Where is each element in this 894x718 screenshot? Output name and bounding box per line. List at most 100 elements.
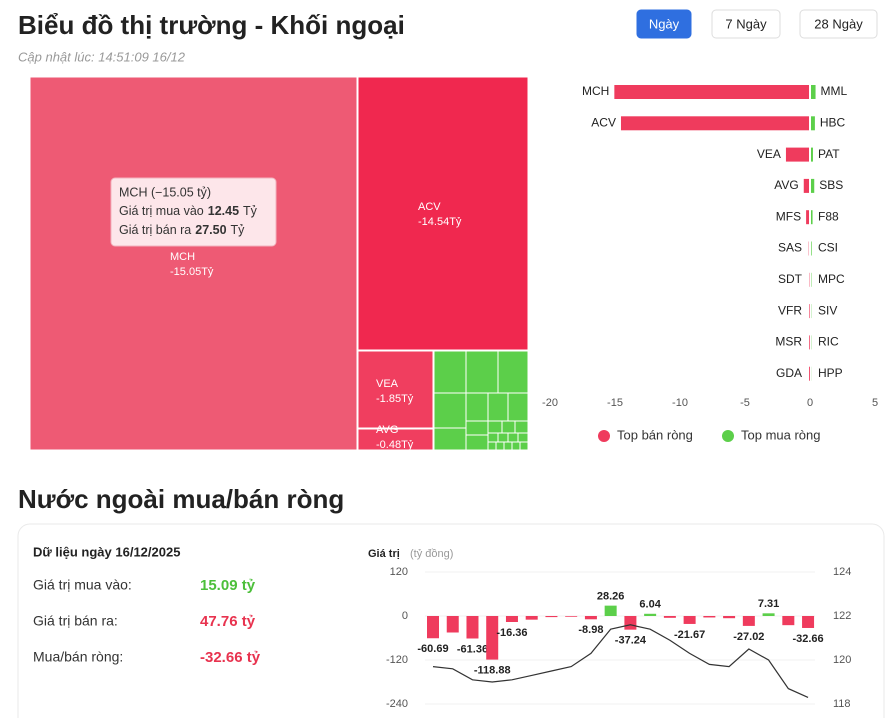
bar-label: F88 — [818, 209, 839, 223]
bar — [723, 616, 736, 619]
bar — [811, 147, 813, 162]
y-axis-unit: (tỷ đồng) — [410, 548, 453, 560]
bar — [806, 210, 809, 225]
bar — [545, 616, 558, 618]
y2-tick-label: 118 — [833, 698, 851, 710]
bar — [620, 116, 809, 131]
bar-label: MPC — [818, 272, 845, 286]
treemap-others — [433, 350, 529, 451]
summary-label: Giá trị mua vào: — [33, 577, 132, 593]
value-label: 7.31 — [758, 598, 779, 610]
page-title: Biểu đồ thị trường - Khối ngoại — [18, 10, 405, 40]
bar — [525, 616, 538, 620]
y2-tick-label: 122 — [833, 610, 851, 622]
tooltip-part: 27.50 — [195, 223, 226, 237]
summary-value: -32.66 tỷ — [200, 649, 261, 666]
legend-label: Top bán ròng — [617, 427, 693, 442]
bar — [614, 85, 809, 99]
legend-swatch — [598, 430, 610, 442]
treemap-cell — [29, 76, 358, 451]
bar — [505, 616, 518, 622]
period-button[interactable] — [799, 9, 878, 39]
cell-label: VEA — [376, 378, 399, 390]
value-label: -61.36 — [457, 643, 488, 655]
x-tick-label: -20 — [542, 397, 558, 409]
period-button-label[interactable]: Ngày — [649, 16, 680, 31]
bar-label: MSR — [775, 335, 802, 349]
value-label: -32.66 — [792, 633, 823, 645]
bar — [663, 616, 676, 618]
bar — [446, 616, 459, 633]
bar — [811, 85, 816, 99]
bar — [811, 116, 815, 131]
bar — [624, 616, 637, 630]
treemap-cell — [357, 76, 529, 351]
bar-label: RIC — [818, 335, 839, 349]
summary-label: Mua/bán ròng: — [33, 649, 123, 665]
x-tick-label: -5 — [740, 397, 750, 409]
bar-label: ACV — [591, 115, 616, 129]
bar-label: PAT — [818, 147, 840, 161]
bar — [427, 616, 439, 639]
bar-label: MML — [821, 84, 848, 98]
bar — [782, 616, 795, 626]
bar-label: SDT — [778, 272, 803, 286]
bar-label: AVG — [774, 178, 798, 192]
value-label: -21.67 — [674, 629, 705, 641]
treemap-cell — [357, 350, 434, 429]
period-button-label[interactable]: 7 Ngày — [725, 16, 767, 31]
cell-value: -14.54Tỷ — [418, 216, 462, 228]
summary-value: 47.76 tỷ — [200, 613, 256, 630]
y-tick-label: -120 — [386, 654, 408, 666]
summary-title: Dữ liệu ngày 16/12/2025 — [33, 544, 180, 559]
value-label: -16.36 — [496, 627, 527, 639]
value-label: -118.88 — [474, 664, 511, 676]
bar-label: HPP — [818, 366, 843, 380]
bar-label: HBC — [820, 115, 846, 129]
bar — [644, 613, 657, 616]
x-tick-label: 5 — [872, 397, 878, 409]
bar-label: VFR — [778, 303, 802, 317]
tooltip-line: Giá trị bán ra 27.50 Tỷ — [119, 223, 245, 237]
tooltip-part: Giá trị bán ra — [119, 223, 191, 237]
cell-label: AVG — [376, 424, 398, 436]
tooltip-part: 12.45 — [208, 204, 239, 218]
value-label: -8.98 — [578, 624, 603, 636]
y-tick-label: 0 — [402, 610, 408, 622]
value-label: -27.02 — [733, 631, 764, 643]
value-label: -60.69 — [417, 643, 448, 655]
period-button[interactable] — [711, 9, 781, 39]
value-label: 6.04 — [639, 599, 661, 611]
bar-label: GDA — [776, 366, 802, 380]
bar — [803, 178, 809, 193]
period-button[interactable] — [636, 9, 692, 39]
bar-label: CSI — [818, 241, 838, 255]
bar-label: SAS — [778, 241, 802, 255]
y-axis-label: Giá trị — [368, 548, 400, 560]
cell-label: ACV — [418, 201, 441, 213]
bar — [703, 616, 716, 618]
legend-label: Top mua ròng — [741, 427, 821, 442]
bar-label: SBS — [819, 178, 843, 192]
cell-value: -1.85Tỷ — [376, 393, 414, 405]
y-tick-label: -240 — [386, 698, 408, 710]
bar-label: MCH — [582, 84, 609, 98]
bar — [584, 616, 597, 620]
bar — [809, 304, 810, 319]
value-label: -37.24 — [615, 635, 647, 647]
tooltip-part: Giá trị mua vào — [119, 204, 204, 218]
tooltip — [110, 177, 277, 247]
period-button-label[interactable]: 28 Ngày — [814, 16, 863, 31]
line — [432, 624, 809, 698]
bar — [466, 616, 479, 639]
bar — [811, 241, 812, 256]
bar — [604, 605, 617, 616]
tooltip-line: Giá trị mua vào 12.45 Tỷ — [119, 204, 258, 218]
bar — [742, 616, 755, 626]
value-label: 28.26 — [597, 591, 625, 603]
bar — [809, 366, 810, 381]
bar — [683, 616, 696, 624]
bar — [811, 178, 815, 193]
